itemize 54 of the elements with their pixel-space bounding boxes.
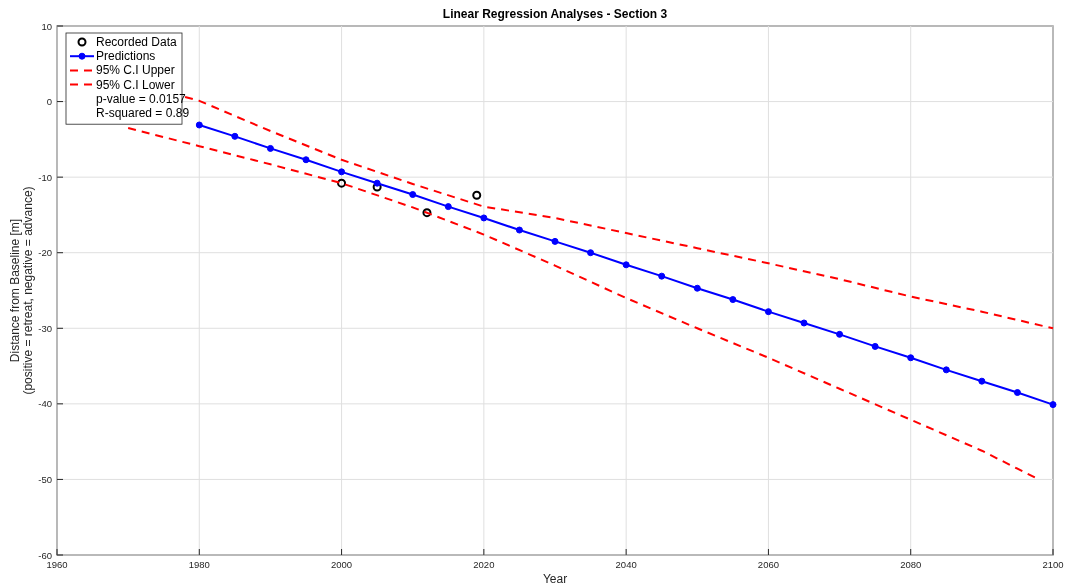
x-tick-label: 2000 xyxy=(331,559,353,570)
point xyxy=(480,214,488,222)
x-tick-label: 1960 xyxy=(46,559,68,570)
point xyxy=(231,132,239,140)
y-tick-label: -30 xyxy=(38,322,52,334)
point xyxy=(836,330,844,338)
point xyxy=(871,342,879,350)
point xyxy=(764,308,772,316)
annotation: p-value = 0.0157 xyxy=(96,91,187,106)
annotation: R-squared = 0.89 xyxy=(96,106,190,120)
x-tick-label: 1980 xyxy=(188,559,210,570)
point xyxy=(1013,389,1021,397)
point xyxy=(978,377,986,385)
x-tick-label: 2100 xyxy=(1042,559,1064,570)
point xyxy=(472,190,482,200)
y-tick-label: -10 xyxy=(38,171,52,183)
chart-title: Linear Regression Analyses - Section 3 xyxy=(442,7,668,21)
point xyxy=(622,261,630,269)
point xyxy=(800,319,808,327)
point xyxy=(942,366,950,374)
x-tick-label: 2060 xyxy=(757,559,779,570)
point xyxy=(302,156,310,164)
point xyxy=(693,284,701,292)
x-tick-label: 2020 xyxy=(473,559,495,570)
point xyxy=(444,203,452,211)
point xyxy=(373,179,381,187)
y-tick-label: -20 xyxy=(38,247,52,259)
point xyxy=(515,226,523,234)
point xyxy=(658,272,666,280)
point xyxy=(587,249,595,257)
point xyxy=(422,208,432,218)
y-axis-title: Distance from Baseline [m] (positive = retreat, negative = advance) xyxy=(8,186,35,395)
point xyxy=(729,296,737,304)
point xyxy=(1049,401,1057,409)
point xyxy=(551,237,559,245)
point xyxy=(907,354,915,362)
point xyxy=(372,182,382,192)
x-tick-label: 2040 xyxy=(615,559,637,570)
point xyxy=(338,168,346,176)
legend-label: Predictions xyxy=(96,49,156,64)
legend-label: 95% C.I Upper xyxy=(96,63,175,78)
y-tick-label: -40 xyxy=(38,398,52,410)
legend-label: 95% C.I Lower xyxy=(96,77,175,92)
point xyxy=(337,178,347,188)
y-tick-label: 10 xyxy=(41,20,52,32)
y-tick-label: -60 xyxy=(38,549,52,561)
point xyxy=(266,144,274,152)
legend-label: Recorded Data xyxy=(96,35,178,49)
y-tick-label: 0 xyxy=(46,96,52,108)
x-tick-label: 2080 xyxy=(900,559,922,570)
point xyxy=(195,121,203,129)
point xyxy=(409,191,417,199)
x-axis-title: Year xyxy=(542,572,568,585)
y-tick-label: -50 xyxy=(38,473,52,485)
